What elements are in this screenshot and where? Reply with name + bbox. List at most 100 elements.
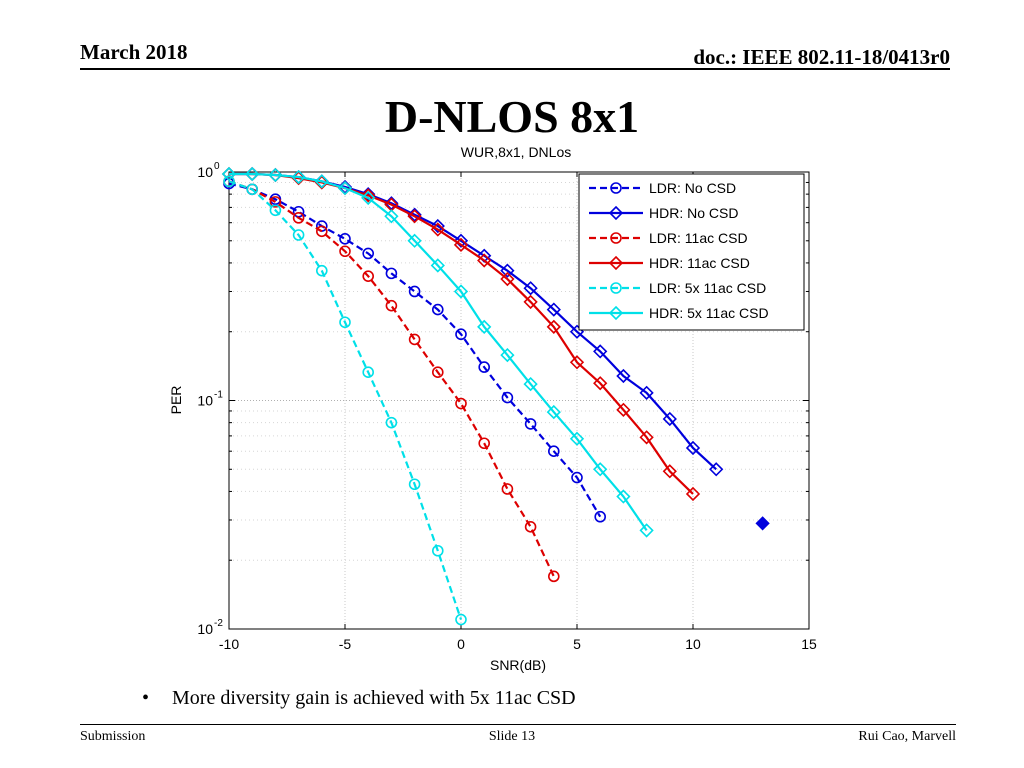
data-point-diamond <box>361 188 376 203</box>
y-axis-label: PER <box>168 386 184 415</box>
data-point-diamond <box>593 376 608 391</box>
data-point-diamond <box>593 462 608 477</box>
data-point-diamond <box>608 205 624 221</box>
data-point-circle <box>269 196 282 208</box>
series-line <box>228 180 463 620</box>
data-point-diamond <box>361 190 376 206</box>
data-point-circle <box>362 247 375 260</box>
legend-label: LDR: No CSD <box>649 180 736 196</box>
footer-divider <box>80 724 956 725</box>
data-point-diamond <box>430 222 445 237</box>
data-point-diamond <box>523 281 538 296</box>
data-point-diamond <box>546 302 561 317</box>
data-point-diamond <box>245 166 260 182</box>
data-point-circle <box>385 299 398 312</box>
data-point-circle <box>501 391 514 404</box>
y-tick-label: 10 <box>197 164 213 180</box>
data-point-circle <box>408 478 421 491</box>
data-point-circle <box>594 510 607 523</box>
data-point-diamond <box>709 462 724 477</box>
data-point-circle <box>223 175 235 188</box>
series-ldr-5x-11ac-csd <box>223 175 467 626</box>
data-point-diamond <box>662 411 677 427</box>
data-point-diamond <box>639 430 654 445</box>
data-point-diamond <box>221 166 237 182</box>
slide-title: D-NLOS 8x1 <box>384 91 640 142</box>
data-point-diamond <box>291 169 306 185</box>
data-point-diamond <box>477 253 492 268</box>
series-hdr-5x-11ac-csd <box>221 166 654 538</box>
data-point-diamond <box>453 237 469 252</box>
data-point-diamond <box>453 233 469 248</box>
data-point-circle <box>408 285 421 298</box>
legend: LDR: No CSD HDR: No CSD LDR: 11ac CSD HDR: … <box>578 173 805 331</box>
data-point-diamond <box>523 376 538 392</box>
data-point-circle <box>524 521 537 533</box>
data-point-diamond <box>407 233 422 248</box>
x-tick-label: 5 <box>573 636 581 652</box>
legend-label: HDR: 11ac CSD <box>649 255 750 271</box>
y-tick-label: 10 <box>197 393 213 409</box>
data-point-circle <box>455 328 467 341</box>
series-extra <box>755 516 770 531</box>
data-point-circle <box>478 437 491 450</box>
data-point-circle <box>455 397 467 410</box>
data-point-circle <box>431 366 444 378</box>
footer-author: Rui Cao, Marvell <box>858 729 956 744</box>
header-doc-id: doc.: IEEE 802.11-18/0413r0 <box>693 45 950 69</box>
data-point-diamond <box>546 319 561 335</box>
legend-label: HDR: No CSD <box>649 205 738 221</box>
series-line <box>228 182 602 518</box>
data-point-circle <box>571 471 583 484</box>
data-point-circle <box>339 245 351 258</box>
data-point-circle <box>478 361 491 373</box>
series-line <box>229 172 648 532</box>
data-point-diamond <box>314 174 329 189</box>
data-point-diamond <box>453 284 469 299</box>
x-tick-label: 15 <box>801 636 817 652</box>
header-date: March 2018 <box>80 40 188 64</box>
data-point-circle <box>362 366 375 378</box>
data-point-diamond <box>500 347 515 363</box>
y-tick-label: 10 <box>197 621 213 637</box>
data-point-diamond <box>755 516 770 531</box>
bullet-marker: • <box>142 687 150 709</box>
series-line <box>228 180 555 577</box>
data-point-circle <box>524 418 537 430</box>
data-point-circle <box>269 204 282 217</box>
data-point-diamond <box>268 167 283 183</box>
header-divider <box>80 68 950 70</box>
data-point-circle <box>339 233 351 245</box>
series-group <box>221 166 770 626</box>
data-point-circle <box>431 303 444 316</box>
y-tick-exponent: -1 <box>214 390 223 401</box>
data-point-circle <box>610 232 622 244</box>
data-point-diamond <box>500 271 515 287</box>
x-tick-label: 0 <box>457 636 465 652</box>
x-tick-label: -5 <box>339 636 352 652</box>
legend-box <box>578 173 805 331</box>
data-point-circle <box>547 570 560 583</box>
data-point-circle <box>610 182 622 194</box>
data-point-diamond <box>685 486 701 502</box>
data-point-diamond <box>685 440 701 456</box>
data-point-diamond <box>593 344 608 359</box>
chart-title: WUR,8x1, DNLos <box>461 144 571 160</box>
data-point-circle <box>246 183 258 196</box>
x-axis-label: SNR(dB) <box>490 657 546 673</box>
data-point-circle <box>315 225 328 238</box>
data-point-circle <box>385 416 398 429</box>
data-point-diamond <box>662 464 677 479</box>
legend-label: LDR: 11ac CSD <box>649 230 748 246</box>
data-point-diamond <box>337 179 353 195</box>
data-point-diamond <box>639 385 654 400</box>
data-point-circle <box>501 483 514 495</box>
data-point-diamond <box>384 209 399 224</box>
data-point-circle <box>547 445 560 457</box>
bullet-text: More diversity gain is achieved with 5x … <box>172 687 576 709</box>
bullet-item: • More diversity gain is achieved with 5x… <box>142 687 576 710</box>
data-point-diamond <box>430 258 445 273</box>
data-point-diamond <box>361 187 376 202</box>
data-point-diamond <box>608 305 624 321</box>
